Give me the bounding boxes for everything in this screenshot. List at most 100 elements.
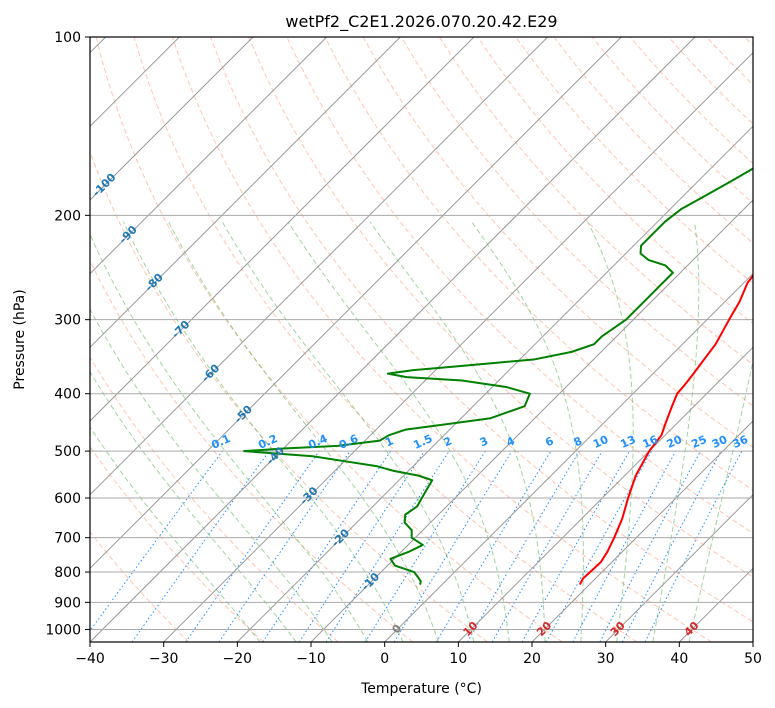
dry-adiabat [324,37,753,491]
mixing-ratio-label: 6 [543,434,556,449]
mixing-ratio-label: 3 [478,434,490,449]
isotherm [90,37,254,201]
x-tick-label: 50 [744,651,762,667]
mixing-ratio-line [218,450,351,642]
plot-frame [89,36,754,643]
isotherm [678,567,753,642]
dewpoint-profile [243,167,753,585]
y-tick-label: 200 [54,208,81,224]
isotherm-label: 0 [390,622,405,637]
isotherm [457,346,753,642]
y-tick-label: 500 [54,444,81,460]
isotherm [163,51,753,642]
mixing-ratio-line [393,450,513,642]
isotherm [90,37,696,642]
mixing-ratio-line [599,450,701,642]
isotherm [90,37,475,422]
x-tick-label: 20 [523,651,541,667]
mixing-ratio-line [435,450,552,642]
mixing-ratio-label: 36 [731,433,751,451]
x-tick-label: 0 [380,651,389,667]
moist-adiabat [287,221,510,642]
y-tick-label: 300 [54,313,81,329]
dry-adiabat [248,37,753,578]
x-tick-label: 10 [449,651,467,667]
isotherm [236,125,753,642]
y-axis-label: Pressure (hPa) [12,289,28,389]
isotherm [531,420,753,642]
isotherm-label: 10 [461,619,481,639]
isotherm [90,37,622,570]
dry-adiabat [477,37,753,325]
mixing-ratio-line [90,450,223,632]
dry-adiabat [90,445,264,642]
dry-adiabat [400,37,753,407]
y-tick-label: 800 [54,565,81,581]
y-tick-label: 1000 [45,622,81,638]
y-tick-label: 900 [54,595,81,611]
dry-adiabat [553,37,753,244]
moist-adiabat [688,358,753,642]
x-tick-label: −40 [75,651,105,667]
dry-adiabat [591,37,753,204]
mixing-ratio-line [621,450,722,642]
mixing-ratio-line [572,450,677,642]
chart-title: wetPf2_C2E1.2026.070.20.42.E29 [285,12,557,32]
x-tick-label: 40 [670,651,688,667]
isotherm-label: -90 [117,223,140,246]
dry-adiabat [95,37,563,642]
dry-adiabat [668,37,753,125]
dry-adiabat [171,37,712,642]
isotherm [384,272,753,642]
profile-series [243,167,753,586]
mixing-ratio-line [521,450,630,642]
mixing-ratio-label: 0.4 [306,432,329,452]
isotherm [310,199,753,642]
isotherm-label: 40 [682,619,702,639]
isotherm [752,641,753,642]
mixing-ratio-line [131,450,270,642]
dry-adiabat [133,37,638,642]
y-tick-label: 600 [54,491,81,507]
moist-adiabat [90,426,261,642]
moist-adiabat [122,221,404,642]
mixing-ratio-label: 20 [665,433,685,451]
x-tick-label: −30 [149,651,179,667]
dry-adiabat [90,356,339,642]
mixing-ratio-label: 8 [572,434,584,449]
isotherm [90,37,328,275]
isotherm [605,493,753,642]
dry-adiabat [362,37,753,449]
dry-adiabat [744,37,753,47]
mixing-ratio-label: 1 [383,434,395,449]
mixing-ratio-line [298,450,425,642]
axis-ticks: −40 −30 −20 −10 0 10 20 30 40 5010020030040050060… [45,30,762,667]
dry-adiabat [90,150,488,642]
moist-adiabat [90,233,369,642]
temperature-profile [578,273,753,586]
isotherm-label: 30 [608,619,628,639]
mixing-ratio-label: 13 [618,433,637,451]
mixing-ratio-line [644,450,743,642]
isotherm [90,37,549,496]
mixing-ratio-line [185,450,320,642]
moist-adiabat [221,221,475,642]
mixing-ratio-label: 16 [641,433,661,451]
mixing-ratio-line [545,450,653,642]
dry-adiabat [90,531,190,642]
dry-adiabat [210,37,753,623]
isotherm-label: -20 [329,526,352,549]
mixing-ratio-label: 30 [710,433,730,451]
x-tick-label: −10 [296,651,326,667]
grid-lines [90,37,753,642]
dry-adiabat [706,37,753,86]
y-tick-label: 400 [54,387,81,403]
background-lines [90,37,753,642]
dry-adiabat [90,259,414,642]
mixing-ratio-label: 10 [591,433,611,451]
x-axis-label: Temperature (°C) [360,681,482,697]
mixing-ratio-label: 25 [689,433,708,451]
dry-adiabat [439,37,753,366]
mixing-ratio-label: 2 [442,434,454,449]
